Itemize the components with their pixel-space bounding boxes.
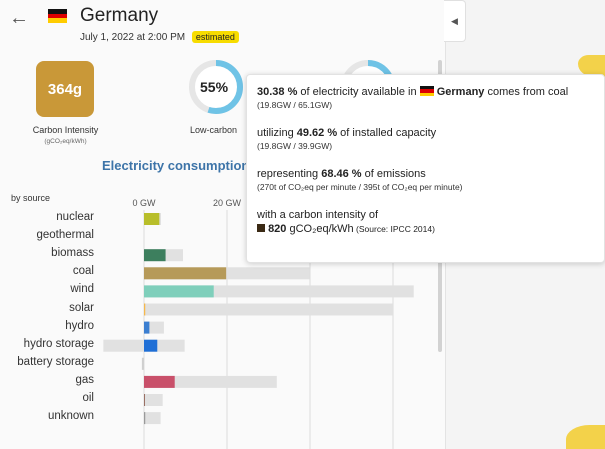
coal-color-swatch [257,224,265,232]
tooltip-available-post: comes from coal [484,86,569,98]
collapse-panel-button[interactable]: ◀ [444,0,466,42]
country-title: Germany [80,5,159,26]
tooltip-intensity-value: 820 [268,223,287,235]
tooltip-emissions-post: of emissions [361,168,426,180]
section-title[interactable]: Electricity consumption [102,158,250,173]
tooltip-emissions-pre: representing [257,168,322,180]
category-label-battery-storage: battery storage [17,355,94,368]
tooltip-line-capacity: utilizing 49.62 % of installed capacity [257,126,594,140]
category-label-hydro-storage: hydro storage [23,337,94,350]
category-label-wind: wind [70,283,94,296]
production-bar-nuclear[interactable] [144,213,160,225]
low-carbon-value: 55% [200,79,229,95]
category-label-nuclear: nuclear [56,211,94,223]
production-bar-hydro-storage[interactable] [144,339,158,352]
tooltip-capacity-pct: 49.62 % [296,127,338,139]
by-source-label: by source [11,193,51,203]
capacity-bar-solar[interactable] [144,303,393,316]
production-bar-wind[interactable] [144,285,214,298]
category-label-solar: solar [69,301,94,314]
capacity-bar-oil[interactable] [144,394,163,406]
category-label-coal: coal [72,265,94,278]
tooltip-capacity-sub: (19.8GW / 39.9GW) [257,141,333,151]
category-label-unknown: unknown [47,410,94,423]
map-region[interactable] [566,425,605,449]
x-tick-label: 20 GW [213,198,242,208]
production-bar-battery-storage[interactable] [141,357,144,370]
tooltip-intensity-source: (Source: IPCC 2014) [353,224,435,234]
production-bar-oil[interactable] [144,394,145,406]
tooltip-line-emissions: representing 68.46 % of emissions [257,167,594,181]
germany-flag-icon [48,9,67,23]
map-region[interactable] [578,55,605,77]
tooltip-capacity-pre: utilizing [257,127,297,139]
capacity-bar-gas[interactable] [144,375,277,388]
tooltip-available-pre: of electricity available in [297,86,420,98]
tooltip-country: Germany [436,86,485,98]
production-bar-biomass[interactable] [144,249,166,262]
capacity-bar-unknown[interactable] [144,412,161,425]
tooltip-available-pct: 30.38 % [257,86,298,98]
germany-flag-icon [419,86,434,96]
production-bar-hydro[interactable] [144,321,150,334]
category-label-gas: gas [75,373,94,386]
datetime-text: July 1, 2022 at 2:00 PM [80,32,186,43]
estimated-badge[interactable]: estimated [191,31,239,43]
category-label-biomass: biomass [51,247,94,260]
production-bar-coal[interactable] [144,267,227,280]
low-carbon-ring[interactable] [188,59,244,115]
coal-tooltip: 30.38 % of electricity available in Germ… [246,74,605,263]
carbon-intensity-unit: (gCO₂eq/kWh) [44,138,87,145]
tooltip-line-available: 30.38 % of electricity available in Germ… [257,85,594,99]
datetime: July 1, 2022 at 2:00 PM estimated [80,31,239,43]
tooltip-emissions-pct: 68.46 % [321,168,362,180]
low-carbon-label: Low-carbon [190,125,238,135]
tooltip-intensity-unit: gCO₂eq/kWh [286,223,354,235]
category-label-hydro: hydro [65,319,94,332]
carbon-intensity-label: Carbon Intensity [32,125,99,135]
tooltip-intensity-value-line: 820 gCO₂eq/kWh (Source: IPCC 2014) [257,222,594,236]
production-bar-gas[interactable] [144,375,175,388]
carbon-intensity-box[interactable]: 364g [36,61,94,117]
production-bar-unknown[interactable] [144,412,146,425]
production-bar-solar[interactable] [144,303,146,316]
back-arrow-icon[interactable]: ← [9,7,29,29]
x-tick-label: 0 GW [132,198,156,208]
tooltip-line-intensity: with a carbon intensity of [257,209,379,221]
category-label-oil: oil [82,392,94,404]
tooltip-emissions-sub: (270t of CO₂eq per minute / 395t of CO₂e… [257,182,463,192]
category-label-geothermal: geothermal [36,229,94,242]
tooltip-available-sub: (19.8GW / 65.1GW) [257,100,333,110]
tooltip-capacity-post: of installed capacity [337,127,437,139]
